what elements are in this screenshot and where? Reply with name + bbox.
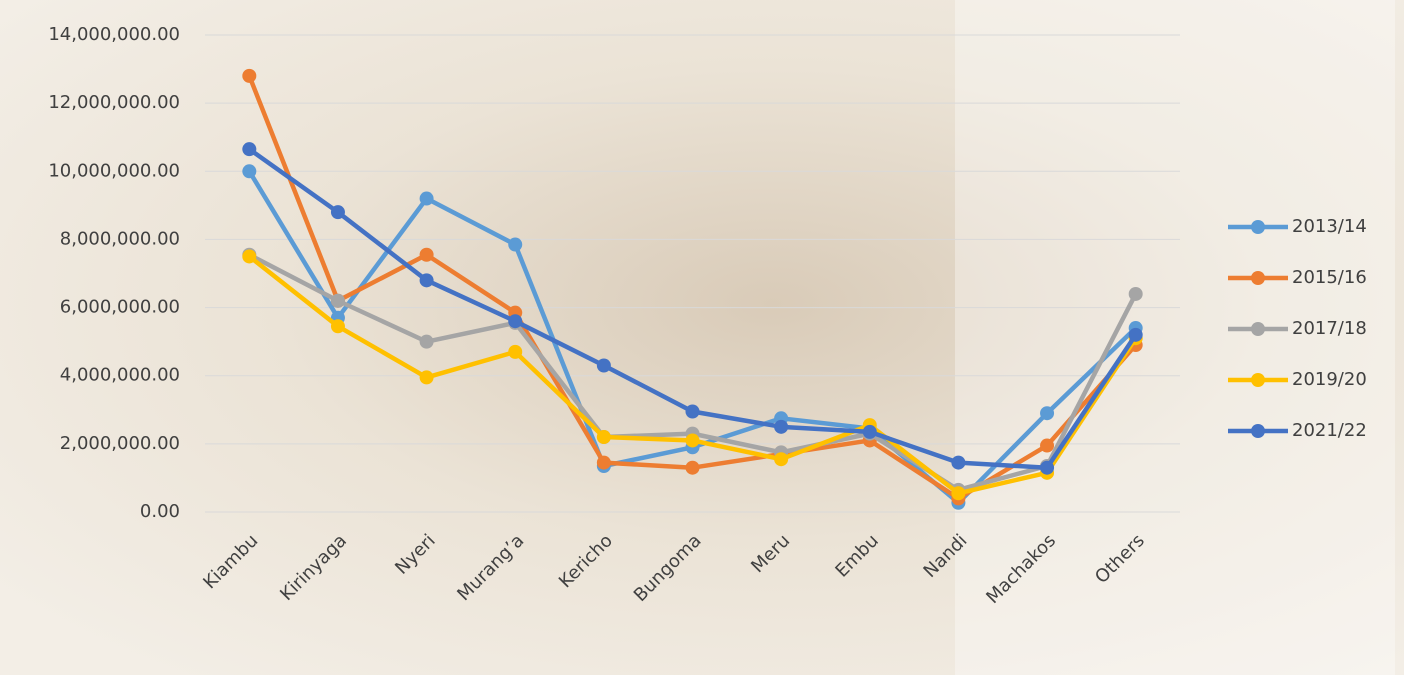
marker <box>1128 327 1143 342</box>
legend-label: 2019/20 <box>1292 369 1367 390</box>
legend-marker <box>1251 271 1265 285</box>
marker <box>596 430 611 445</box>
marker <box>774 452 789 467</box>
marker <box>330 293 345 308</box>
y-tick-label: 0.00 <box>140 501 180 522</box>
marker <box>419 273 434 288</box>
marker <box>862 424 877 439</box>
background-panel <box>955 0 1395 675</box>
marker <box>330 319 345 334</box>
marker <box>242 142 257 157</box>
marker <box>419 370 434 385</box>
marker <box>596 358 611 373</box>
legend-label: 2013/14 <box>1292 216 1367 237</box>
marker <box>242 68 257 83</box>
legend-marker <box>1251 322 1265 336</box>
legend-marker <box>1251 424 1265 438</box>
marker <box>242 249 257 264</box>
marker <box>508 237 523 252</box>
y-tick-label: 10,000,000.00 <box>48 160 180 181</box>
legend-label: 2021/22 <box>1292 420 1367 441</box>
legend-marker <box>1251 373 1265 387</box>
marker <box>508 344 523 359</box>
marker <box>685 404 700 419</box>
marker <box>419 247 434 262</box>
y-tick-label: 14,000,000.00 <box>48 24 180 45</box>
y-tick-label: 4,000,000.00 <box>60 365 180 386</box>
marker <box>774 419 789 434</box>
marker <box>951 455 966 470</box>
marker <box>1040 460 1055 475</box>
legend-label: 2017/18 <box>1292 318 1367 339</box>
y-tick-label: 8,000,000.00 <box>60 228 180 249</box>
y-tick-label: 6,000,000.00 <box>60 297 180 318</box>
marker <box>242 164 257 179</box>
marker <box>1128 286 1143 301</box>
marker <box>419 191 434 206</box>
marker <box>419 334 434 349</box>
marker <box>508 314 523 329</box>
y-tick-label: 12,000,000.00 <box>48 92 180 113</box>
marker <box>685 460 700 475</box>
marker <box>951 486 966 501</box>
marker <box>1040 406 1055 421</box>
legend-marker <box>1251 220 1265 234</box>
marker <box>330 205 345 220</box>
y-tick-label: 2,000,000.00 <box>60 433 180 454</box>
marker <box>685 433 700 448</box>
legend-label: 2015/16 <box>1292 267 1367 288</box>
marker <box>596 455 611 470</box>
marker <box>1040 438 1055 453</box>
